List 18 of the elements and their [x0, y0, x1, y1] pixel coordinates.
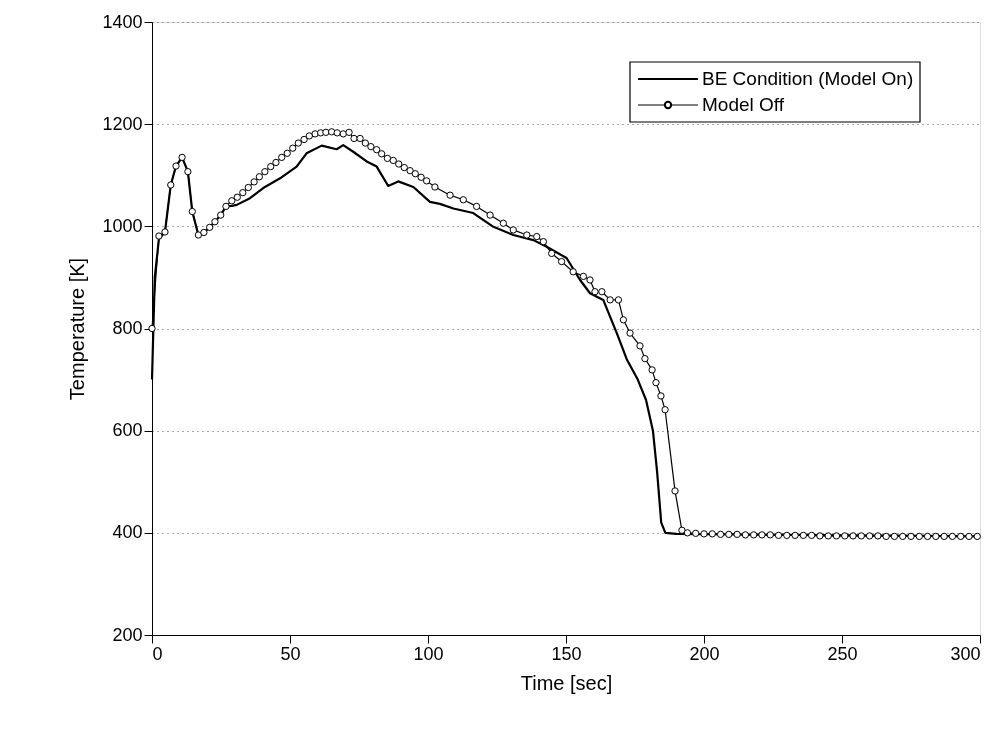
y-axis-title: Temperature [K]: [66, 257, 89, 401]
x-tick-label: 250: [827, 643, 858, 664]
y-tick-label: 1200: [102, 113, 143, 134]
x-tick-label: 50: [280, 643, 301, 664]
y-tick-label: 1000: [102, 215, 143, 236]
y-tick-label: 1400: [102, 11, 143, 32]
x-tick-label: 300: [950, 643, 981, 664]
y-tick-label: 400: [112, 522, 143, 543]
y-tick-label: 200: [112, 624, 143, 645]
x-tick-label: 100: [413, 643, 444, 664]
y-tick-label: 800: [112, 318, 143, 338]
legend-label: Model Off: [702, 94, 785, 115]
x-tick-label: 200: [689, 643, 720, 664]
x-tick-label: 0: [152, 643, 163, 664]
x-axis-title: Time [sec]: [520, 671, 613, 694]
legend-label: BE Condition (Model On): [702, 68, 914, 89]
y-tick-label: 600: [112, 420, 143, 441]
x-tick-label: 150: [551, 643, 582, 664]
